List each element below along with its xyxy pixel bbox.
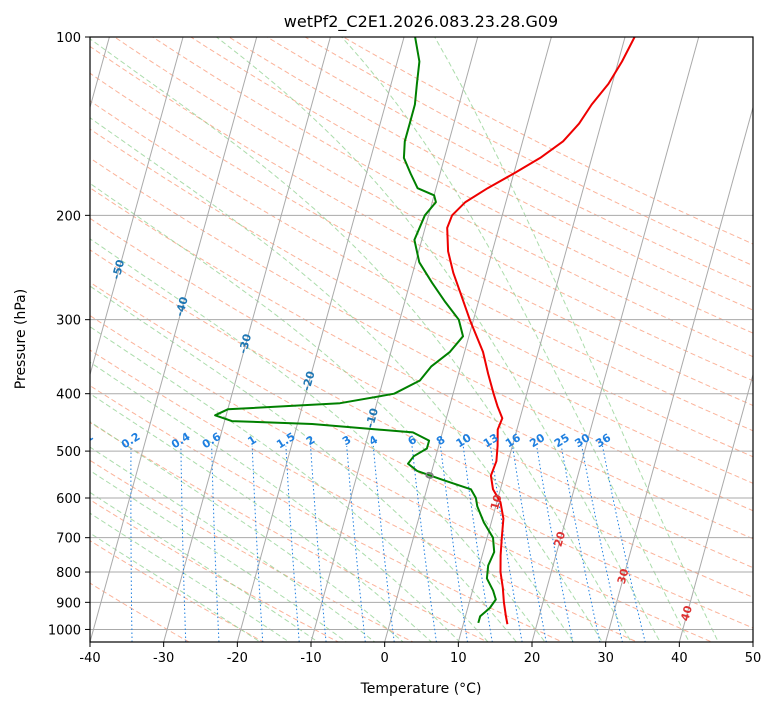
x-tick-label: -40 [79,651,100,666]
x-tick-label: -20 [227,651,248,666]
x-tick-label: 40 [671,651,688,666]
isotherm-line [678,372,753,642]
dry-adiabat-line [90,349,639,642]
isotherm-label: 40 [678,604,695,623]
isotherm-label: 20 [552,530,569,549]
mixing-ratio-line [411,445,437,642]
y-axis-label: Pressure (hPa) [13,289,29,389]
isotherm-line [90,37,258,642]
isotherm-label: -50 [110,258,128,281]
dry-adiabat-line [90,281,753,629]
x-tick-label: 50 [745,651,762,666]
axes: -40 -30 -20 -10 0 10 20 30 40 5010020030040050060… [48,31,761,666]
moist-adiabat-line [90,446,376,642]
moist-adiabat-line [341,37,690,642]
mixing-ratio-line [211,445,220,642]
mixing-ratio-line [180,445,187,642]
dry-adiabat-line [90,187,753,540]
isotherm-label: 0 [423,470,438,481]
mixing-ratio-line [130,445,133,642]
isotherm-line [310,37,479,642]
y-tick-label: 300 [56,314,81,329]
dry-adiabat-line [90,45,753,407]
y-tick-label: 1000 [48,623,81,638]
mixing-ratio-line [372,445,395,642]
moist-adiabat-line [90,117,603,642]
mixing-ratio-label: 0.1 [72,430,95,451]
moist-adiabat-line [90,361,461,642]
x-tick-label: -30 [153,651,174,666]
x-tick-label: -10 [300,651,321,666]
y-tick-label: 700 [56,532,81,547]
isotherm-line [605,105,753,642]
mixing-ratio-line [560,445,601,642]
dry-adiabat-line [90,128,753,484]
x-tick-label: 0 [381,651,389,666]
mixing-ratio-line [251,445,264,642]
mixing-ratio-line [440,445,469,642]
moist-adiabat-line [90,285,518,642]
x-axis-label: Temperature (°C) [360,681,482,697]
chart-title: wetPf2_C2E1.2026.083.23.28.G09 [284,12,558,32]
dry-adiabat-line [151,37,753,358]
dry-adiabat-line [90,217,753,569]
temperature-profile-line [446,37,636,625]
profile-lines [214,37,636,625]
mixing-ratio-line [490,445,523,642]
dry-adiabat-line [90,249,753,598]
y-tick-label: 900 [56,596,81,611]
mixing-ratio-line [462,445,493,642]
moist-adiabat-line [90,393,433,642]
dry-adiabat-line [90,315,714,642]
mixing-ratio-line [536,445,574,642]
dry-adiabat-line [113,37,753,382]
moist-adiabat-line [215,37,661,642]
moist-adiabat-line [90,532,262,642]
isotherm-line [457,37,626,642]
plot-frame [89,36,754,643]
mixing-ratio-line [310,445,327,642]
y-tick-label: 500 [56,445,81,460]
isotherm-line [531,37,700,642]
dry-adiabat-line [90,72,753,432]
dry-adiabat-line [228,37,753,311]
y-tick-label: 600 [56,492,81,507]
mixing-ratio-line [512,445,547,642]
moist-adiabat-line [90,238,546,642]
isotherm-label: -40 [173,295,191,318]
x-tick-label: 10 [450,651,467,666]
dry-adiabat-line [304,37,753,267]
isotherm-label: -10 [363,406,381,429]
moist-adiabat-line [90,469,348,642]
moist-adiabat-line [90,512,291,642]
moist-adiabat-line [90,38,632,642]
dry-adiabat-line [189,37,753,334]
dewpoint-profile-line [214,37,497,624]
isotherm-line [163,37,331,642]
isotherm-label: -30 [236,332,254,355]
y-tick-label: 200 [56,209,81,224]
moist-adiabat-line [90,491,319,642]
y-tick-label: 800 [56,566,81,581]
moist-adiabat-line [90,182,575,642]
isotherm-line [236,37,405,642]
isotherm-label: 30 [615,567,632,586]
mixing-ratio-line [346,445,366,642]
isotherm-label: 10 [488,493,505,512]
moist-adiabat-line [90,421,404,642]
isotherm-line [90,37,110,110]
isotherm-line [90,37,184,377]
x-tick-label: 20 [524,651,541,666]
mixing-ratio-line [285,445,300,642]
x-tick-label: 30 [597,651,614,666]
dry-adiabat-line [90,385,564,642]
y-tick-label: 400 [56,388,81,403]
y-tick-label: 100 [56,31,81,46]
isotherm-label: -20 [300,369,318,392]
